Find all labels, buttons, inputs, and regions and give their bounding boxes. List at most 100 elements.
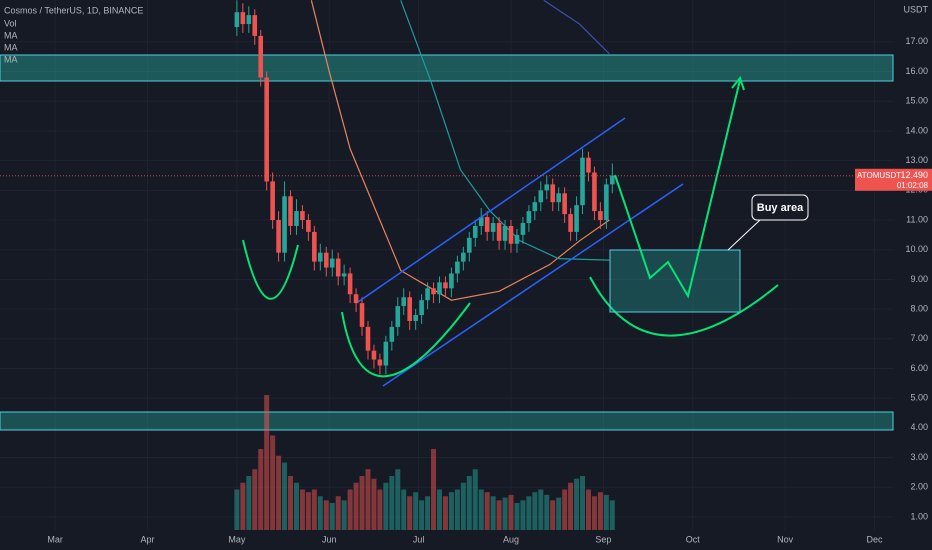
- candle-body: [532, 202, 538, 212]
- candle-body: [294, 211, 299, 226]
- volume-bar: [371, 478, 377, 530]
- chart-title: Cosmos / TetherUS, 1D, BINANCE: [4, 5, 143, 15]
- candle-body: [389, 326, 395, 342]
- candle-body: [449, 273, 454, 289]
- candle-body: [419, 300, 424, 316]
- candle-body: [562, 193, 567, 215]
- x-tick-label: Jul: [413, 534, 425, 544]
- candle-body: [240, 12, 246, 25]
- volume-bar: [591, 496, 597, 530]
- candle-body: [520, 222, 526, 235]
- volume-bar: [323, 500, 329, 530]
- candle-body: [258, 35, 264, 78]
- volume-bar: [359, 476, 365, 530]
- volume-bar: [597, 492, 603, 530]
- y-tick-label: 6.00: [910, 363, 928, 373]
- x-tick-label: Nov: [777, 534, 794, 544]
- legend-item: MA: [4, 30, 18, 40]
- candle-body: [550, 184, 556, 203]
- volume-bar: [377, 489, 383, 530]
- price-tag-countdown: 01:02:08: [897, 181, 929, 190]
- ma-line: [310, 0, 610, 301]
- candle-body: [598, 211, 603, 221]
- volume-bar: [419, 500, 425, 530]
- volume-bar: [585, 489, 591, 530]
- volume-bar: [556, 497, 562, 530]
- candle-body: [377, 359, 383, 366]
- candle-body: [496, 222, 502, 241]
- y-tick-label: 17.00: [905, 36, 928, 46]
- axes: 1.00 2.00 3.00 4.00 5.00 6.00 7.00 8.00 9.00 10.0…: [0, 36, 932, 544]
- curve: [589, 276, 779, 337]
- volume-bar: [448, 492, 454, 530]
- candle-body: [484, 217, 490, 232]
- volume-bar: [609, 500, 615, 530]
- volume-bar: [574, 478, 580, 530]
- candle-body: [318, 252, 323, 262]
- volume-bar: [502, 497, 508, 530]
- volume-bar: [436, 489, 442, 530]
- volume-bar: [496, 500, 502, 530]
- candle-body: [514, 234, 520, 244]
- candle-body: [580, 157, 585, 206]
- x-tick-label: Jun: [322, 534, 337, 544]
- y-tick-label: 7.00: [910, 333, 928, 343]
- volume-bar: [478, 489, 484, 530]
- volume-bar: [365, 469, 371, 530]
- candle-body: [574, 205, 579, 232]
- candle-body: [604, 184, 609, 221]
- candle-body: [252, 15, 258, 36]
- volume-bar: [276, 455, 282, 530]
- volume-bar: [568, 482, 574, 530]
- volume-bar: [299, 489, 305, 530]
- volume-bar: [234, 489, 240, 530]
- candles: [234, 0, 615, 375]
- y-tick-label: 10.00: [905, 244, 928, 254]
- x-tick-label: Dec: [867, 534, 884, 544]
- candle-body: [407, 297, 413, 321]
- candle-body: [556, 193, 561, 203]
- volume-bar: [466, 476, 472, 530]
- candle-body: [359, 303, 365, 327]
- candle-body: [490, 222, 496, 232]
- candle-body: [413, 315, 418, 321]
- volume-bar: [562, 489, 568, 530]
- volume-bar: [490, 496, 496, 530]
- y-tick-label: 16.00: [905, 66, 928, 76]
- legend-item: MA: [4, 42, 18, 52]
- candle-body: [538, 190, 544, 203]
- volume-bar: [413, 492, 419, 530]
- candle-body: [443, 282, 448, 289]
- currency: USDT: [904, 4, 929, 14]
- candle-body: [592, 172, 597, 212]
- buy-box: [609, 249, 741, 313]
- volume-bar: [514, 503, 520, 530]
- candle-body: [306, 220, 311, 232]
- ma-line: [543, 0, 610, 55]
- volume: [234, 395, 615, 530]
- volume-bar: [454, 489, 460, 530]
- volume-bar: [532, 492, 538, 530]
- curve: [341, 302, 471, 378]
- y-tick-label: 9.00: [910, 274, 928, 284]
- volume-bar: [520, 500, 526, 530]
- volume-bar: [508, 494, 514, 530]
- y-tick-label: 15.00: [905, 96, 928, 106]
- x-tick-label: May: [228, 534, 246, 544]
- y-tick-label: 5.00: [910, 393, 928, 403]
- volume-bar: [538, 489, 544, 530]
- candle-body: [508, 225, 514, 244]
- channel-top: [357, 117, 626, 303]
- y-tick-label: 1.00: [910, 511, 928, 521]
- volume-bar: [335, 496, 341, 530]
- legend-item: Vol: [4, 18, 17, 28]
- y-tick-label: 14.00: [905, 125, 928, 135]
- volume-bar: [341, 500, 347, 530]
- candle-body: [401, 297, 407, 307]
- candle-body: [300, 211, 305, 221]
- volume-bar: [407, 496, 413, 530]
- candle-body: [323, 252, 329, 268]
- volume-bar: [395, 469, 401, 530]
